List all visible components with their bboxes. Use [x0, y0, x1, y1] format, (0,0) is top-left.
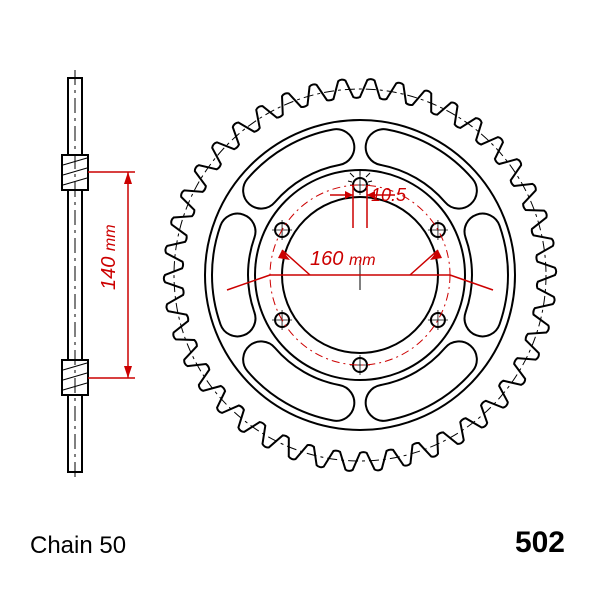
- dim-140-label: 140 mm: [98, 224, 121, 290]
- sprocket-diagram: [0, 0, 600, 600]
- chain-label: Chain 50: [30, 532, 126, 560]
- part-number: 502: [515, 526, 565, 560]
- side-profile: [62, 70, 88, 480]
- dim-10-5-label: 10.5: [371, 185, 406, 206]
- dim-160-label: 160 mm: [310, 248, 376, 271]
